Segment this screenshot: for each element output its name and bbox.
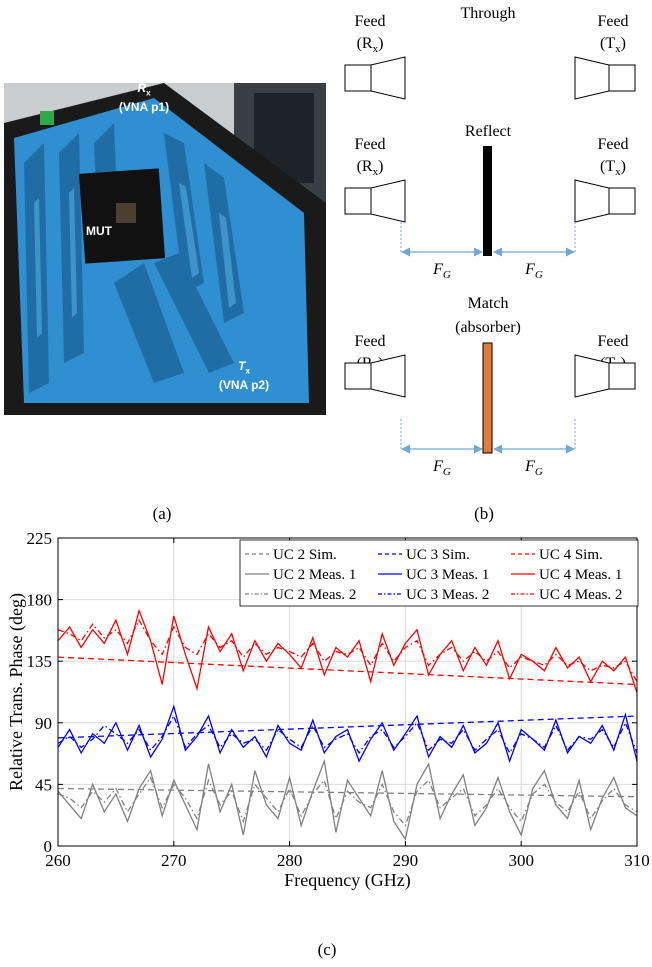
- y-tick-label: 180: [27, 591, 53, 610]
- series-uc-4-meas-2: [57, 618, 638, 683]
- fg-label-left: FG: [432, 458, 451, 478]
- caption-b: (b): [474, 504, 494, 523]
- legend-entry: UC 2 Meas. 2: [273, 587, 356, 603]
- phase-chart: 260 270 280 290 300 310 0 45 90 135 180 225 Frequenc…: [0, 528, 652, 928]
- legend-entry: UC 3 Sim.: [406, 547, 470, 563]
- feed-label-reflect-tx: Feed (Tx): [597, 136, 628, 178]
- photo-illustration: [4, 83, 326, 415]
- series-uc-4-meas-1: [57, 608, 638, 693]
- y-tick-label: 0: [44, 837, 53, 856]
- feed-text: Feed: [354, 13, 385, 30]
- x-axis-label: Frequency (GHz): [284, 870, 410, 891]
- y-tick-label: 45: [35, 775, 52, 794]
- x-tick-label: 270: [161, 851, 187, 870]
- caption-a: (a): [152, 504, 172, 523]
- feed-label-reflect-rx: Feed (Rx): [354, 136, 385, 178]
- horn-tx-match: [574, 354, 636, 398]
- legend-entry: UC 4 Meas. 1: [539, 567, 622, 583]
- mut-label: MUT: [86, 224, 112, 238]
- y-axis-label: Relative Trans. Phase (deg): [6, 593, 27, 791]
- series-uc-4-sim-: [57, 656, 638, 686]
- x-tick-label: 300: [508, 851, 534, 870]
- horn-tx-through: [574, 56, 636, 100]
- series-uc-3-meas-2: [57, 714, 638, 755]
- y-tick-label: 135: [27, 652, 53, 671]
- measurement-setup-photo: Rx (VNA p1) MUT Tx (VNA p2): [4, 83, 326, 415]
- fg-label-right: FG: [524, 458, 543, 478]
- feed-text: Feed: [597, 13, 628, 30]
- horn-rx-reflect: [344, 179, 406, 223]
- absorber-sample: [482, 342, 493, 454]
- series-uc-3-sim-: [57, 715, 638, 739]
- feed-text: Feed: [354, 333, 385, 350]
- horn-tx-reflect: [574, 179, 636, 223]
- rx-label: Rx (VNA p1): [118, 83, 170, 115]
- legend: UC 2 Sim. UC 3 Sim. UC 4 Sim. UC 2 Meas. 1 U…: [239, 539, 639, 607]
- feed-port-text: (Rx): [357, 35, 384, 55]
- y-tick-label: 90: [35, 714, 52, 733]
- feed-port-text: (Tx): [600, 35, 626, 55]
- legend-entry: UC 2 Sim.: [273, 547, 337, 563]
- ticks: 260 270 280 290 300 310 0 45 90 135 180 225: [27, 529, 650, 870]
- match-label: Match: [468, 295, 509, 312]
- through-label: Through: [460, 5, 515, 22]
- reflector-plate: [483, 146, 492, 256]
- reflect-label: Reflect: [465, 123, 512, 140]
- x-tick-label: 260: [45, 851, 71, 870]
- feed-label-through-tx: Feed (Tx): [597, 13, 628, 55]
- horn-rx-match: [344, 354, 406, 398]
- feed-port-text: (Tx): [600, 158, 626, 178]
- fg-label-left: FG: [432, 261, 451, 281]
- feed-label-through-rx: Feed (Rx): [354, 13, 385, 55]
- feed-text: Feed: [597, 136, 628, 153]
- feed-text: Feed: [597, 333, 628, 350]
- chart-svg: 260 270 280 290 300 310 0 45 90 135 180 225 Frequenc…: [6, 529, 650, 891]
- series-uc-2-meas-2: [57, 776, 638, 827]
- series-uc-3-meas-1: [57, 704, 638, 764]
- fg-dimension-match: FG FG: [400, 419, 576, 478]
- y-tick-label: 225: [27, 529, 53, 548]
- caption-c: (c): [317, 940, 337, 959]
- feed-port-text: (Rx): [357, 158, 384, 178]
- legend-box: [239, 539, 639, 607]
- feed-text: Feed: [354, 136, 385, 153]
- trm-calibration-diagram: Feed (Rx) Feed (Tx) Through Feed (Rx) Feed (Tx) R…: [330, 0, 652, 500]
- legend-entry: UC 4 Sim.: [539, 547, 603, 563]
- legend-entry: UC 3 Meas. 1: [406, 567, 489, 583]
- x-tick-label: 310: [624, 851, 650, 870]
- series-uc-2-sim-: [57, 787, 638, 798]
- legend-entry: UC 3 Meas. 2: [406, 587, 489, 603]
- x-tick-label: 280: [277, 851, 303, 870]
- legend-entry: UC 2 Meas. 1: [273, 567, 356, 583]
- diagram-svg: Feed (Rx) Feed (Tx) Through Feed (Rx) Feed (Tx) R…: [344, 5, 636, 478]
- fg-dimension-reflect: FG FG: [400, 222, 576, 281]
- tx-label: Tx (VNA p2): [218, 359, 270, 393]
- legend-entry: UC 4 Meas. 2: [539, 587, 622, 603]
- series-lines: [57, 608, 638, 841]
- series-uc-2-meas-1: [57, 758, 638, 841]
- plot-frame: [57, 537, 638, 847]
- fg-label-right: FG: [524, 261, 543, 281]
- x-tick-label: 290: [393, 851, 419, 870]
- horn-rx-through: [344, 56, 406, 100]
- match-sub-label: (absorber): [455, 319, 521, 336]
